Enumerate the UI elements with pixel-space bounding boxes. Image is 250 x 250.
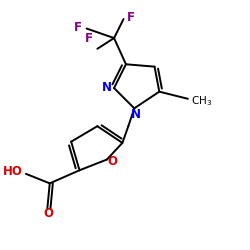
Text: HO: HO <box>3 166 23 178</box>
Text: CH$_3$: CH$_3$ <box>192 94 213 108</box>
Text: F: F <box>74 21 82 34</box>
Text: N: N <box>102 81 112 94</box>
Text: O: O <box>107 156 117 168</box>
Text: F: F <box>85 32 93 45</box>
Text: O: O <box>44 206 54 220</box>
Text: N: N <box>130 108 140 122</box>
Text: F: F <box>127 11 135 24</box>
